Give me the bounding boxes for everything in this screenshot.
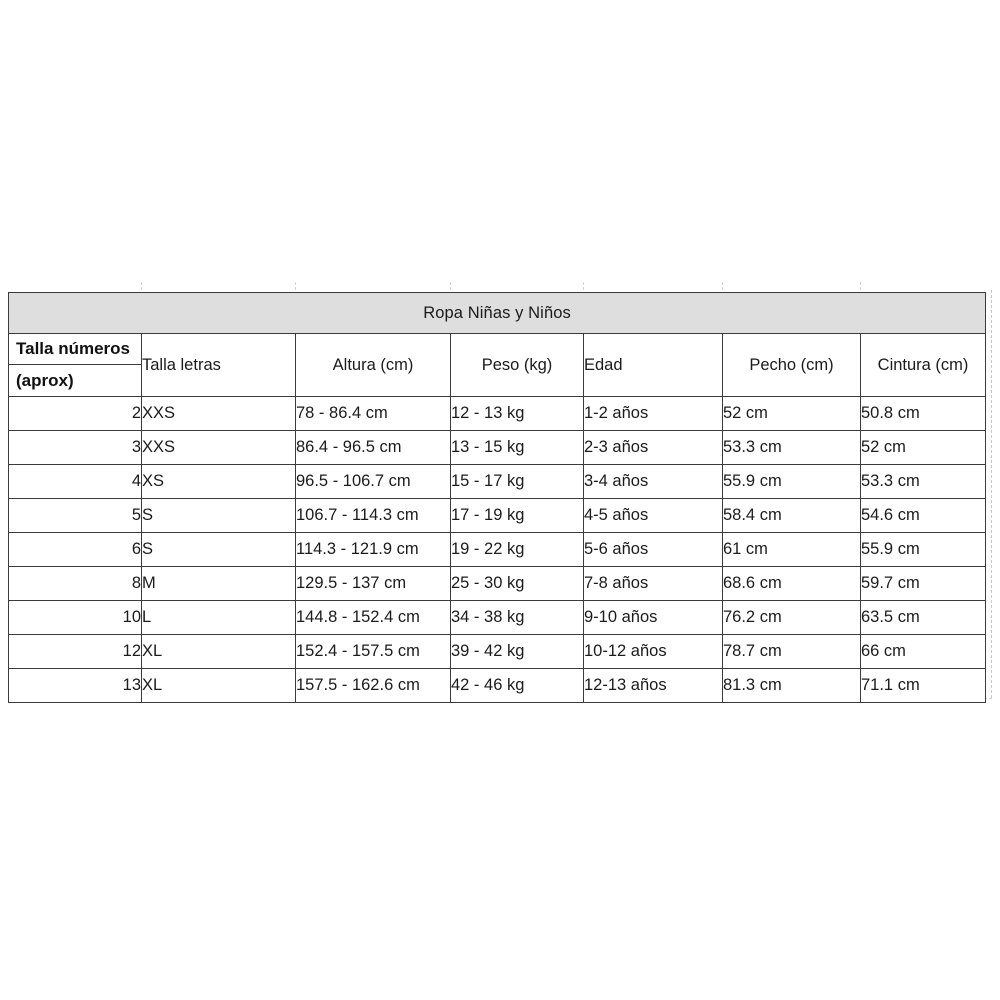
cell-size-number: 2 [8, 396, 142, 431]
cell-weight: 13 - 15 kg [450, 430, 584, 465]
cell-age: 10-12 años [583, 634, 723, 669]
cell-chest: 61 cm [722, 532, 861, 567]
table-title: Ropa Niñas y Niños [7, 292, 987, 334]
cell-waist: 55.9 cm [859, 532, 987, 567]
cell-height: 78 - 86.4 cm [295, 396, 451, 431]
cell-waist: 66 cm [859, 634, 987, 669]
header-size-number-line2: (aprox) [16, 370, 74, 390]
header-weight: Peso (kg) [450, 333, 584, 397]
cell-size-letter: XXS [141, 396, 296, 431]
cell-size-number: 10 [8, 600, 142, 635]
table-row: 8 M 129.5 - 137 cm 25 - 30 kg 7-8 años 6… [8, 566, 987, 601]
cell-weight: 17 - 19 kg [450, 498, 584, 533]
table-row: 13 XL 157.5 - 162.6 cm 42 - 46 kg 12-13 … [8, 668, 987, 703]
cell-size-letter: S [141, 532, 296, 567]
header-waist: Cintura (cm) [859, 333, 987, 397]
cell-chest: 53.3 cm [722, 430, 861, 465]
cell-height: 129.5 - 137 cm [295, 566, 451, 601]
cell-weight: 39 - 42 kg [450, 634, 584, 669]
table-row: 2 XXS 78 - 86.4 cm 12 - 13 kg 1-2 años 5… [8, 396, 987, 431]
cell-weight: 42 - 46 kg [450, 668, 584, 703]
cell-chest: 68.6 cm [722, 566, 861, 601]
cell-age: 3-4 años [583, 464, 723, 499]
cell-waist: 50.8 cm [859, 396, 987, 431]
table-row: 10 L 144.8 - 152.4 cm 34 - 38 kg 9-10 añ… [8, 600, 987, 635]
cell-chest: 55.9 cm [722, 464, 861, 499]
cell-waist: 71.1 cm [859, 668, 987, 703]
cell-size-letter: XL [141, 634, 296, 669]
cell-age: 5-6 años [583, 532, 723, 567]
cell-size-letter: XXS [141, 430, 296, 465]
cell-size-letter: XL [141, 668, 296, 703]
size-chart-table: Ropa Niñas y Niños Talla números (aprox)… [7, 292, 987, 703]
cell-size-number: 12 [8, 634, 142, 669]
cell-size-letter: L [141, 600, 296, 635]
header-height: Altura (cm) [295, 333, 451, 397]
cell-chest: 52 cm [722, 396, 861, 431]
cell-age: 2-3 años [583, 430, 723, 465]
header-age: Edad [583, 333, 723, 397]
cell-waist: 63.5 cm [859, 600, 987, 635]
cell-size-letter: S [141, 498, 296, 533]
cell-size-number: 3 [8, 430, 142, 465]
cell-waist: 59.7 cm [859, 566, 987, 601]
cell-height: 96.5 - 106.7 cm [295, 464, 451, 499]
table-row: 6 S 114.3 - 121.9 cm 19 - 22 kg 5-6 años… [8, 532, 987, 567]
table-row: 3 XXS 86.4 - 96.5 cm 13 - 15 kg 2-3 años… [8, 430, 987, 465]
cell-height: 144.8 - 152.4 cm [295, 600, 451, 635]
table-title-row: Ropa Niñas y Niños [7, 292, 987, 334]
header-size-letter: Talla letras [141, 333, 296, 397]
cell-size-number: 5 [8, 498, 142, 533]
cell-weight: 25 - 30 kg [450, 566, 584, 601]
cell-chest: 78.7 cm [722, 634, 861, 669]
cell-size-number: 6 [8, 532, 142, 567]
cell-age: 7-8 años [583, 566, 723, 601]
size-chart-container: Ropa Niñas y Niños Talla números (aprox)… [7, 292, 987, 703]
cell-age: 12-13 años [583, 668, 723, 703]
table-row: 4 XS 96.5 - 106.7 cm 15 - 17 kg 3-4 años… [8, 464, 987, 499]
cell-size-number: 4 [8, 464, 142, 499]
cell-size-number: 8 [8, 566, 142, 601]
cell-weight: 19 - 22 kg [450, 532, 584, 567]
cell-chest: 76.2 cm [722, 600, 861, 635]
cell-height: 114.3 - 121.9 cm [295, 532, 451, 567]
cell-height: 106.7 - 114.3 cm [295, 498, 451, 533]
cell-height: 157.5 - 162.6 cm [295, 668, 451, 703]
cell-age: 1-2 años [583, 396, 723, 431]
table-row: 12 XL 152.4 - 157.5 cm 39 - 42 kg 10-12 … [8, 634, 987, 669]
header-chest: Pecho (cm) [722, 333, 861, 397]
cell-weight: 15 - 17 kg [450, 464, 584, 499]
cell-age: 4-5 años [583, 498, 723, 533]
cell-waist: 53.3 cm [859, 464, 987, 499]
cell-chest: 81.3 cm [722, 668, 861, 703]
cell-size-letter: M [141, 566, 296, 601]
cell-age: 9-10 años [583, 600, 723, 635]
cell-height: 152.4 - 157.5 cm [295, 634, 451, 669]
cell-weight: 12 - 13 kg [450, 396, 584, 431]
gridline-vertical-right-edge [991, 290, 992, 698]
cell-height: 86.4 - 96.5 cm [295, 430, 451, 465]
cell-waist: 52 cm [859, 430, 987, 465]
cell-waist: 54.6 cm [859, 498, 987, 533]
header-size-number: Talla números (aprox) [8, 333, 142, 397]
cell-weight: 34 - 38 kg [450, 600, 584, 635]
header-size-number-line1: Talla números [9, 334, 141, 365]
table-header-row: Talla números (aprox) Talla letras Altur… [8, 333, 987, 397]
table-row: 5 S 106.7 - 114.3 cm 17 - 19 kg 4-5 años… [8, 498, 987, 533]
cell-size-letter: XS [141, 464, 296, 499]
cell-chest: 58.4 cm [722, 498, 861, 533]
cell-size-number: 13 [8, 668, 142, 703]
